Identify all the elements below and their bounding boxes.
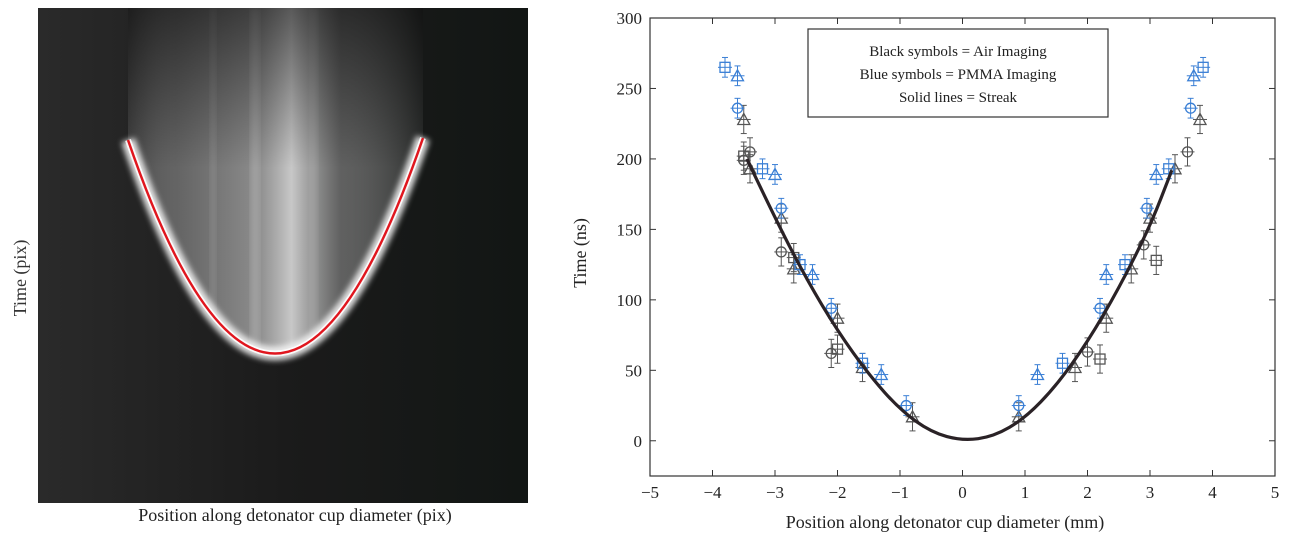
x-tick-label: 1 [1021,483,1030,502]
air-circle-series [736,137,1195,368]
y-tick-label: 250 [617,79,643,98]
pmma-circle-series [730,97,1198,416]
y-tick-label: 100 [617,291,643,310]
y-tick-label: 300 [617,9,643,28]
data-point-triangle [830,310,845,324]
data-point-triangle [874,367,889,381]
streak-image [38,8,528,503]
x-tick-label: 0 [958,483,967,502]
streak-curve-group [745,158,1174,441]
x-tick-label: −2 [828,483,846,502]
pmma-triangle-series [730,65,1201,385]
data-point-triangle [1067,360,1083,374]
streak-image-panel: Time (pix) [10,8,530,534]
y-tick-label: 50 [625,361,642,380]
x-tick-label: −5 [641,483,659,502]
data-point-triangle [1030,367,1045,381]
air-triangle-series [736,104,1208,432]
time-vs-position-chart: −5 −4 −3 −2 −1 0 1 2 3 4 5 0 50 100 150 200 250 300 Black… [560,0,1294,534]
streak-x-label: Position along detonator cup diameter (p… [138,505,452,525]
y-tick-label: 200 [617,150,643,169]
streak-y-label: Time (pix) [10,240,31,317]
legend: Black symbols = Air Imaging Blue symbols… [807,28,1109,118]
x-tick-label: 2 [1083,483,1092,502]
data-point-triangle [786,261,801,275]
x-tick-label: 4 [1208,483,1217,502]
x-tick-label: −1 [891,483,909,502]
fit-curve [126,137,425,355]
legend-line-pmma: Blue symbols = PMMA Imaging [860,67,1057,83]
legend-line-air: Black symbols = Air Imaging [869,44,1047,60]
x-tick-label: −3 [766,483,784,502]
x-tick-label: 5 [1271,483,1280,502]
y-tick-label: 0 [634,432,643,451]
legend-line-streak: Solid lines = Streak [899,90,1018,106]
x-tick-label: 3 [1146,483,1155,502]
pmma-square-series [718,56,1211,374]
air-square-series [736,141,1164,374]
streak-curve [745,158,1174,441]
y-axis-label: Time (ns) [570,218,591,288]
streak-y-label-text: Time (pix) [10,240,31,317]
legend-box [807,28,1109,118]
x-axis-label: Position along detonator cup diameter (m… [786,512,1104,533]
y-tick-label: 150 [617,220,643,239]
x-tick-label: −4 [703,483,722,502]
